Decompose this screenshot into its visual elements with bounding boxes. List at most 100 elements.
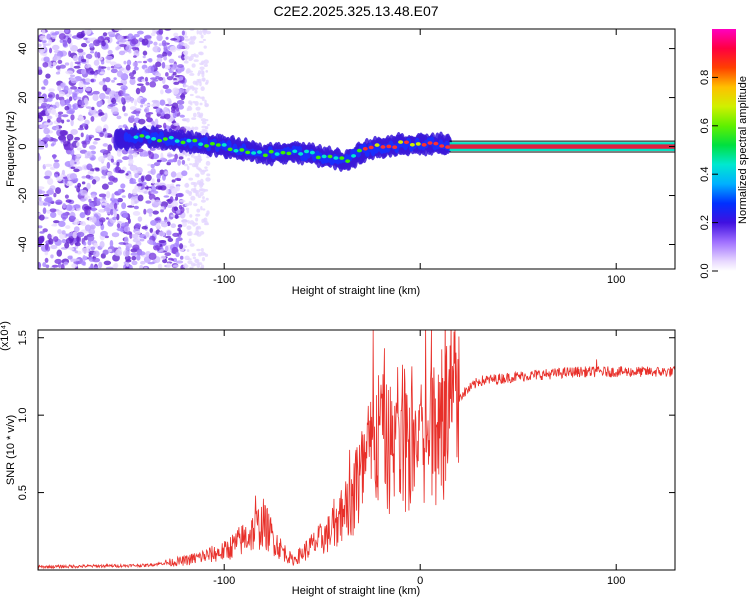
noise-speck bbox=[49, 208, 57, 213]
noise-speck bbox=[100, 230, 108, 237]
noise-speck bbox=[99, 92, 106, 100]
noise-speck bbox=[74, 185, 79, 189]
ridge-peak bbox=[145, 135, 151, 139]
noise-speck bbox=[198, 158, 202, 162]
noise-speck bbox=[93, 59, 100, 66]
noise-speck bbox=[116, 227, 124, 232]
noise-speck bbox=[65, 70, 74, 75]
ridge-peak bbox=[151, 136, 157, 141]
noise-speck bbox=[203, 59, 209, 65]
noise-speck bbox=[165, 72, 169, 77]
noise-speck bbox=[38, 66, 42, 71]
noise-speck bbox=[171, 102, 179, 109]
noise-speck bbox=[146, 208, 154, 214]
noise-speck bbox=[203, 218, 206, 223]
noise-speck bbox=[107, 171, 113, 176]
noise-speck bbox=[138, 118, 146, 125]
noise-speck bbox=[53, 161, 60, 169]
noise-speck bbox=[51, 223, 58, 227]
ridge-peak bbox=[433, 141, 439, 146]
noise-speck bbox=[47, 188, 54, 195]
noise-speck bbox=[173, 32, 179, 37]
noise-speck bbox=[176, 44, 183, 50]
ridge-peak bbox=[198, 142, 204, 147]
noise-speck bbox=[124, 236, 129, 244]
noise-speck bbox=[180, 93, 186, 101]
noise-speck bbox=[53, 55, 62, 61]
noise-speck bbox=[55, 124, 59, 131]
noise-speck bbox=[38, 43, 42, 47]
noise-speck bbox=[129, 76, 136, 80]
noise-speck bbox=[49, 211, 57, 218]
noise-speck bbox=[189, 266, 194, 269]
ridge-peak bbox=[292, 149, 298, 154]
noise-speck bbox=[197, 262, 203, 266]
noise-speck bbox=[185, 69, 190, 74]
noise-speck bbox=[171, 200, 179, 208]
noise-speck bbox=[132, 244, 140, 251]
ridge-peak bbox=[304, 149, 310, 154]
noise-speck bbox=[102, 32, 108, 37]
noise-speck bbox=[123, 112, 128, 117]
ridge-blob bbox=[203, 136, 209, 147]
noise-speck bbox=[183, 55, 190, 60]
x-tick-label: -100 bbox=[213, 575, 235, 587]
noise-speck bbox=[196, 173, 200, 178]
noise-speck bbox=[150, 167, 156, 175]
noise-speck bbox=[56, 117, 62, 123]
noise-speck bbox=[169, 196, 174, 203]
noise-speck bbox=[58, 220, 66, 228]
noise-speck bbox=[205, 197, 209, 201]
noise-speck bbox=[191, 117, 197, 120]
noise-speck bbox=[151, 103, 157, 108]
noise-speck bbox=[64, 62, 70, 66]
noise-speck bbox=[162, 84, 169, 90]
noise-speck bbox=[86, 182, 91, 190]
noise-speck bbox=[66, 110, 75, 115]
noise-speck bbox=[200, 34, 204, 39]
noise-speck bbox=[140, 260, 146, 265]
noise-speck bbox=[128, 72, 135, 77]
noise-speck bbox=[95, 111, 99, 114]
noise-speck bbox=[198, 30, 203, 35]
noise-speck bbox=[84, 224, 92, 232]
noise-speck bbox=[99, 99, 103, 107]
noise-speck bbox=[113, 202, 118, 210]
noise-speck bbox=[193, 185, 197, 188]
noise-speck bbox=[73, 96, 82, 100]
noise-speck bbox=[173, 206, 179, 211]
noise-speck bbox=[101, 202, 108, 206]
noise-speck bbox=[64, 176, 68, 184]
noise-speck bbox=[198, 40, 204, 44]
noise-speck bbox=[195, 95, 201, 99]
noise-speck bbox=[192, 263, 198, 266]
noise-speck bbox=[88, 145, 97, 150]
noise-speck bbox=[181, 170, 188, 177]
ridge-peak bbox=[339, 156, 345, 160]
noise-speck bbox=[68, 87, 73, 95]
noise-speck bbox=[164, 170, 169, 175]
noise-speck bbox=[81, 123, 87, 127]
noise-speck bbox=[205, 70, 209, 73]
noise-speck bbox=[191, 63, 196, 68]
spectrogram-ylabel: Frequency (Hz) bbox=[5, 111, 17, 187]
noise-speck bbox=[69, 74, 76, 78]
noise-speck bbox=[203, 45, 207, 49]
noise-speck bbox=[107, 31, 116, 36]
ridge-peak bbox=[251, 151, 257, 155]
noise-speck bbox=[74, 250, 78, 254]
noise-speck bbox=[152, 121, 156, 127]
noise-speck bbox=[175, 260, 184, 264]
noise-speck bbox=[129, 78, 136, 85]
noise-speck bbox=[90, 116, 95, 122]
noise-speck bbox=[42, 44, 47, 51]
noise-speck bbox=[174, 214, 179, 219]
noise-speck bbox=[81, 181, 86, 185]
noise-speck bbox=[48, 39, 52, 45]
noise-speck bbox=[197, 195, 202, 198]
noise-speck bbox=[43, 202, 48, 206]
noise-speck bbox=[189, 214, 193, 218]
noise-speck bbox=[109, 209, 114, 216]
noise-speck bbox=[148, 213, 153, 217]
noise-speck bbox=[124, 255, 131, 261]
